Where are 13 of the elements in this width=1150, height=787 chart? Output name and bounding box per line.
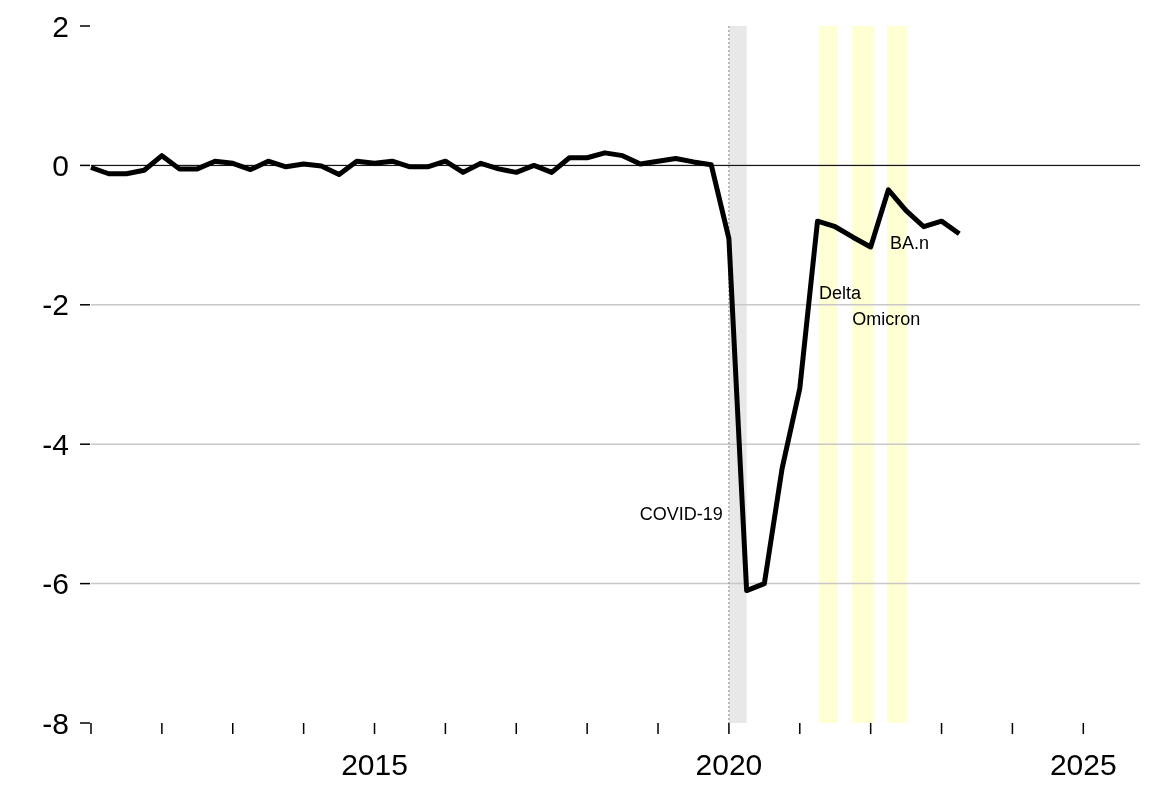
y-tick-label: -8 xyxy=(42,706,69,740)
band-label: BA.n xyxy=(889,233,929,253)
x-tick-label: 2020 xyxy=(695,748,763,781)
band-label: Omicron xyxy=(852,309,921,329)
band-label: Delta xyxy=(818,283,862,303)
y-tick-label: -2 xyxy=(42,288,69,322)
y-tick-label: 0 xyxy=(52,148,69,182)
y-tick-label: 2 xyxy=(52,9,69,43)
y-tick-label: -6 xyxy=(42,567,69,601)
band-label: COVID-19 xyxy=(639,504,723,524)
x-tick-label: 2025 xyxy=(1049,748,1117,781)
x-tick-label: 2015 xyxy=(341,748,408,781)
y-tick-label: -4 xyxy=(42,427,69,461)
